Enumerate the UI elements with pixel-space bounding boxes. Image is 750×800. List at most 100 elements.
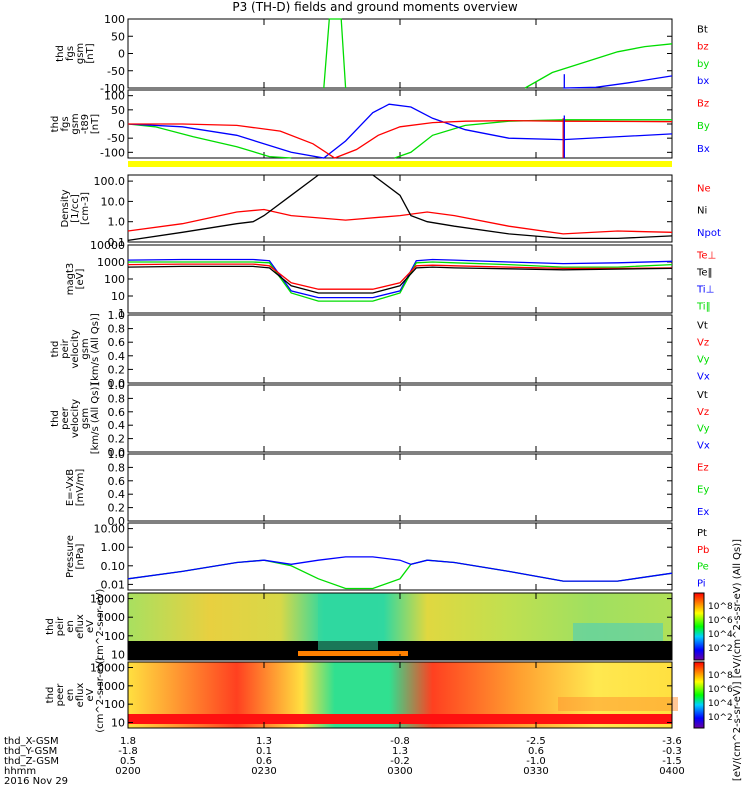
- heatmap-peir-trace: [298, 651, 408, 656]
- y-tick-label: 1.0: [108, 448, 126, 461]
- y-tick-label: 1.0: [108, 379, 126, 392]
- y-axis-label: eV: [85, 620, 96, 633]
- panel-frame: [127, 453, 673, 522]
- footer-value: -0.2: [390, 756, 410, 767]
- y-tick-label: 0.6: [108, 475, 126, 488]
- y-axis-label: magt3: [65, 263, 76, 296]
- y-tick-label: 0.6: [108, 336, 126, 349]
- y-tick-label: 1: [118, 307, 125, 320]
- legend-entry: bx: [697, 76, 709, 87]
- heatmap-peer-patch: [558, 697, 678, 711]
- legend-entry: Ni: [697, 206, 707, 217]
- footer-value: 0300: [387, 766, 412, 777]
- footer-value: 1.8: [120, 736, 136, 747]
- legend-entry: Pb: [697, 545, 709, 556]
- y-axis-label: velocity: [70, 399, 81, 438]
- y-tick-label: 100: [104, 630, 125, 643]
- colorbar-tick-label: 10^6: [708, 616, 733, 626]
- legend-entry: Bz: [697, 98, 709, 109]
- y-tick-label: 1.00: [101, 541, 126, 554]
- y-axis-label: peir: [60, 338, 71, 358]
- y-tick-label: 0.4: [108, 350, 126, 363]
- series-line-Ni: [127, 174, 673, 242]
- legend-entry: Ez: [697, 462, 709, 473]
- heatmap-peir-core: [318, 593, 378, 650]
- footer-value: -0.3: [662, 746, 682, 757]
- y-axis-label: [nT]: [85, 43, 96, 63]
- legend-entry: Vy: [697, 424, 710, 435]
- legend-entry: Pi: [697, 578, 706, 589]
- y-tick-label: 10.0: [101, 195, 126, 208]
- y-axis-label: (cm^2-s-sr-eV): [95, 589, 106, 665]
- y-axis-label: fgs: [60, 116, 71, 131]
- y-axis-label: gsm: [75, 43, 86, 64]
- y-axis-label: thd: [45, 687, 56, 704]
- y-axis-label: eflux: [75, 683, 86, 708]
- y-tick-label: 1.0: [108, 216, 126, 229]
- colorbar-tick-label: 10^2: [708, 644, 733, 654]
- y-axis-label: thd: [50, 410, 61, 427]
- y-tick-label: 0.8: [108, 323, 126, 336]
- footer-date: 2016 Nov 29: [4, 776, 68, 787]
- quality-flag-bar: [128, 161, 672, 167]
- legend-entry: Vz: [697, 407, 709, 418]
- legend-entry: Bx: [697, 144, 710, 155]
- y-tick-label: 1000: [97, 256, 125, 269]
- y-tick-label: 0.2: [108, 433, 126, 446]
- y-tick-label: 0.0: [108, 515, 126, 528]
- legend-entry: Vy: [697, 354, 710, 365]
- colorbar-tick-label: 10^4: [708, 630, 733, 640]
- legend-entry: Te‖: [696, 267, 713, 278]
- legend-entry: bz: [697, 42, 709, 53]
- legend-entry: Ti⊥: [696, 284, 714, 295]
- y-tick-label: 100: [104, 698, 125, 711]
- y-tick-label: 1000: [97, 611, 125, 624]
- y-tick-label: 0.0: [108, 446, 126, 459]
- legend-entry: Ne: [697, 183, 711, 194]
- legend-entry: Vz: [697, 337, 709, 348]
- heatmap-peir-patch: [573, 623, 663, 641]
- y-axis-label: eV: [85, 688, 96, 701]
- series-line-bx: [563, 75, 673, 89]
- legend-entry: Vt: [697, 320, 708, 331]
- footer-value: -0.8: [390, 736, 410, 747]
- series-line-by: [323, 18, 347, 89]
- y-axis-label: [eV]: [75, 269, 86, 290]
- y-axis-label: [1/cc]: [70, 194, 81, 223]
- y-tick-label: 1.0: [108, 309, 126, 322]
- y-axis-label: [km/s (All Qs)]: [90, 313, 101, 385]
- legend-entry: Te⊥: [696, 250, 716, 261]
- y-tick-label: 0.6: [108, 406, 126, 419]
- legend-entry: Vt: [697, 390, 708, 401]
- series-line-Bz: [128, 119, 673, 159]
- legend-entry: Npot: [697, 228, 721, 239]
- y-axis-label: [mV/m]: [75, 469, 86, 507]
- panel-frame: [127, 522, 673, 591]
- series-line-Ne: [127, 208, 673, 235]
- y-tick-label: 0.10: [101, 560, 126, 573]
- series-line-Bx: [127, 103, 673, 159]
- legend-entry: Ey: [697, 485, 709, 496]
- series-line-Te‖: [127, 265, 673, 294]
- y-axis-label: E=-VxB: [65, 469, 76, 506]
- y-tick-label: -100: [100, 82, 125, 95]
- footer-value: 0.1: [256, 746, 272, 757]
- y-tick-label: 100: [104, 13, 125, 26]
- colorbar-label: [eV/(cm^2-s-sr-eV)] [eV/(cm^2-s-sr-eV) (…: [732, 539, 743, 781]
- footer-value: 0330: [523, 766, 548, 777]
- footer-value: 0.6: [256, 756, 272, 767]
- legend-entry: Pe: [697, 562, 709, 573]
- panel-frame: [127, 314, 673, 384]
- y-tick-label: 10000: [90, 662, 125, 675]
- y-tick-label: 0.2: [108, 502, 126, 515]
- y-axis-label: Density: [60, 189, 71, 227]
- colorbar: [693, 661, 705, 729]
- footer-row-label: thd_Y-GSM: [4, 746, 57, 757]
- legend-entry: Vx: [697, 371, 710, 382]
- legend-entry: Pt: [697, 528, 707, 539]
- series-line-Ti‖: [128, 261, 673, 302]
- y-axis-label: (cm^2-s-sr-eV): [95, 657, 106, 733]
- footer-value: 1.3: [392, 746, 408, 757]
- colorbar-tick-label: 10^6: [708, 685, 733, 695]
